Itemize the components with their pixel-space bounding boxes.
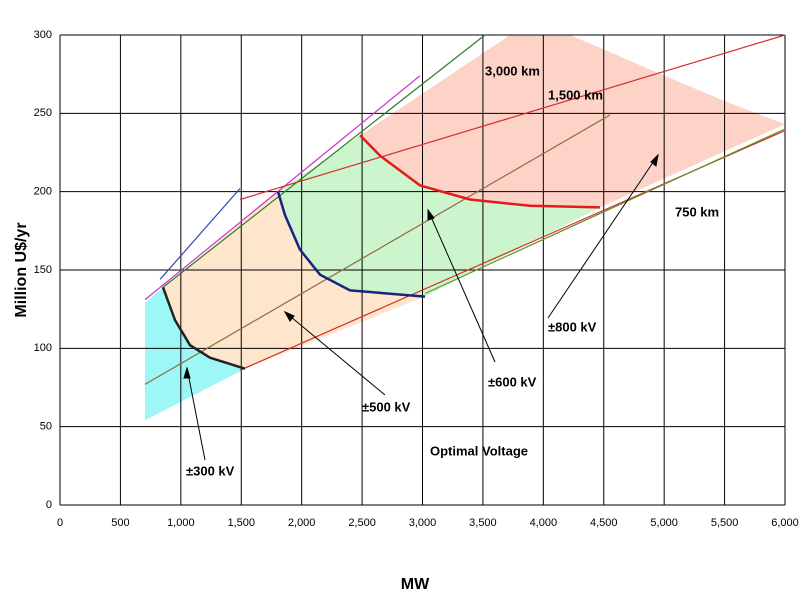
x-tick-label: 4,500 (590, 517, 618, 529)
optimal-boundary (359, 134, 601, 209)
x-axis-label: MW (401, 576, 430, 593)
annotation: 1,500 km (548, 87, 603, 102)
y-tick-label: 0 (46, 499, 52, 511)
region (277, 135, 601, 297)
annotation: ±300 kV (186, 463, 235, 478)
region (144, 287, 245, 421)
x-tick-label: 1,500 (227, 517, 255, 529)
x-tick-label: 3,500 (469, 517, 497, 529)
y-tick-label: 200 (34, 186, 52, 198)
x-tick-label: 4,000 (530, 517, 558, 529)
cost-line (239, 34, 786, 201)
x-tick-label: 500 (111, 517, 129, 529)
optimal-boundary (276, 191, 426, 298)
annotation: ±800 kV (548, 319, 597, 334)
y-tick-label: 300 (34, 29, 52, 41)
annotation: ±500 kV (362, 399, 411, 414)
y-tick-label: 150 (34, 264, 52, 276)
y-tick-label: 250 (34, 107, 52, 119)
x-tick-label: 1,000 (167, 517, 195, 529)
arrows (183, 153, 659, 461)
annotation: ±600 kV (488, 374, 537, 389)
region (360, 35, 785, 208)
cost-line (162, 34, 486, 288)
cost-line (144, 75, 421, 301)
y-tick-label: 50 (40, 421, 52, 433)
y-tick-label: 100 (34, 342, 52, 354)
cost-line (159, 188, 241, 280)
x-tick-label: 3,000 (409, 517, 437, 529)
cost-line (424, 128, 786, 295)
x-tick-label: 5,000 (650, 517, 678, 529)
y-axis-label: Million U$/yr (13, 222, 30, 317)
x-tick-label: 0 (57, 517, 63, 529)
annotation: 750 km (675, 204, 719, 219)
x-tick-label: 2,000 (288, 517, 316, 529)
x-tick-label: 2,500 (348, 517, 376, 529)
annotation: 3,000 km (485, 63, 540, 78)
optimal-boundary (161, 286, 246, 370)
x-tick-label: 5,500 (711, 517, 739, 529)
annotation: Optimal Voltage (430, 443, 528, 458)
plot-area (59, 34, 786, 506)
cost-line (144, 114, 611, 385)
x-tick-label: 6,000 (771, 517, 799, 529)
